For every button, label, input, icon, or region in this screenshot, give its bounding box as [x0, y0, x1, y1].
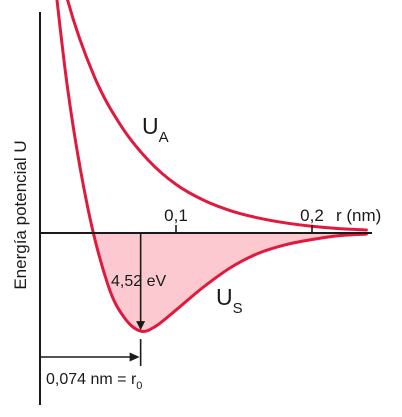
x-tick-label-0: 0,1	[164, 206, 188, 225]
x-axis-label: r (nm)	[336, 206, 381, 225]
equilibrium-distance-text: 0,074 nm = r	[46, 371, 137, 388]
equilibrium-distance-subscript: 0	[136, 380, 142, 392]
curve-label-ua-name: U	[142, 113, 159, 139]
curve-label-us-subscript: S	[233, 300, 243, 317]
series-line-ua	[66, 0, 368, 232]
equilibrium-distance-label: 0,074 nm = r0	[46, 371, 142, 392]
equilibrium-arrowhead	[129, 352, 140, 362]
curve-label-ua: UA	[142, 113, 169, 146]
curve-label-us: US	[216, 284, 243, 317]
well-depth-label: 4,52 eV	[111, 273, 166, 290]
x-tick-label-1: 0,2	[300, 206, 324, 225]
curve-label-ua-subscript: A	[159, 129, 169, 146]
axes-layer	[39, 12, 372, 405]
potential-well-fill	[94, 233, 367, 332]
series-line-us	[55, 0, 368, 333]
x-tick-layer: 0,1 0,2	[164, 206, 324, 233]
y-axis-label: Energía potencial U	[11, 140, 30, 289]
well-depth-arrowhead	[136, 321, 146, 331]
annotation-layer	[40, 233, 146, 366]
well-fill-area	[94, 233, 367, 332]
curve-label-us-name: U	[216, 284, 233, 310]
